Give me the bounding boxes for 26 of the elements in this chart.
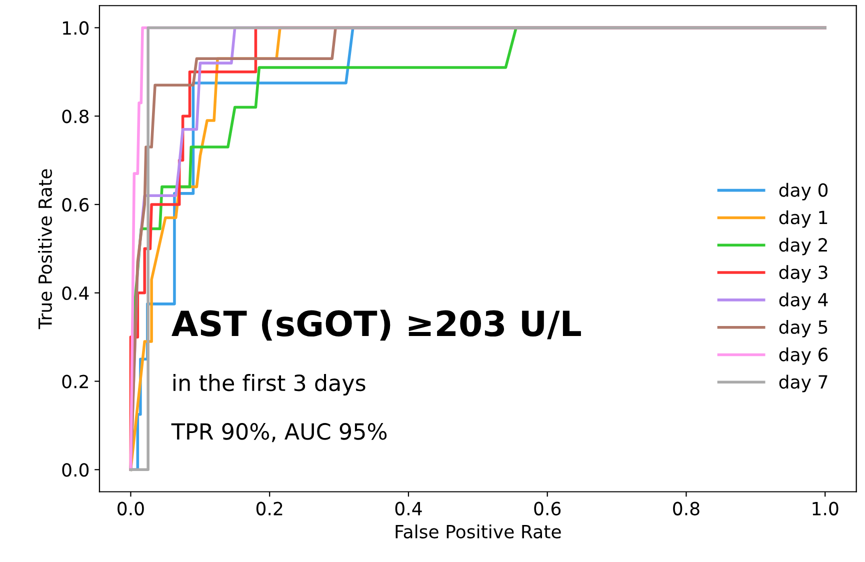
legend-label: day 1 <box>779 210 828 228</box>
legend-label: day 3 <box>779 265 828 283</box>
annotation: in the first 3 days <box>173 374 366 396</box>
legend-label: day 5 <box>779 320 828 338</box>
annotation: TPR 90%, AUC 95% <box>171 423 387 442</box>
x-tick-label: 0.6 <box>534 502 561 516</box>
y-tick-label: 0.6 <box>62 198 89 212</box>
legend-label: day 6 <box>779 347 828 365</box>
y-tick-label: 0.2 <box>62 374 88 388</box>
x-axis-title: False Positive Rate <box>396 524 561 538</box>
x-tick-label: 1.0 <box>812 502 838 516</box>
y-tick-label: 0.0 <box>62 463 89 477</box>
line-series <box>129 26 826 472</box>
legend-label: day 7 <box>779 374 828 392</box>
x-tick-label: 0.2 <box>256 502 282 516</box>
legend-label: day 4 <box>779 292 828 310</box>
y-tick-label: 0.4 <box>62 286 89 300</box>
y-tick-label: 1.0 <box>63 21 89 35</box>
legend-label: day 0 <box>779 182 828 200</box>
legend-label: day 2 <box>779 238 827 256</box>
x-tick-label: 0.4 <box>395 502 422 516</box>
y-tick-label: 0.8 <box>62 110 89 124</box>
y-axis-title: True Positive Rate <box>38 169 52 330</box>
x-tick-label: 0.0 <box>118 502 144 516</box>
x-tick-label: 0.8 <box>673 502 700 516</box>
annotation: AST (sGOT) ≥203 U/L <box>172 310 581 341</box>
